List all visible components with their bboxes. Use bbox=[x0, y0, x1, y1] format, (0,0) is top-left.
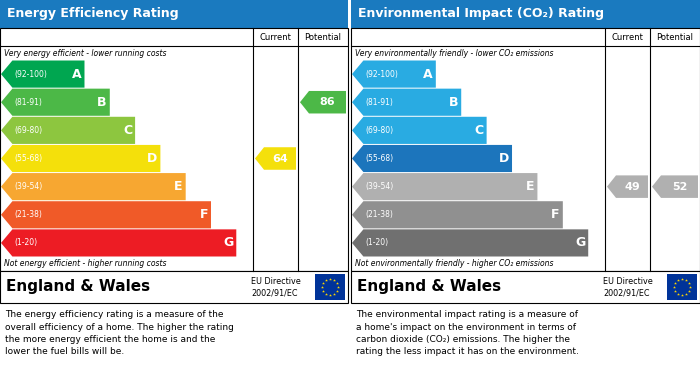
Text: (1-20): (1-20) bbox=[15, 239, 38, 248]
Text: C: C bbox=[475, 124, 484, 137]
Bar bbox=[351, 271, 700, 303]
Text: A: A bbox=[72, 68, 81, 81]
Polygon shape bbox=[1, 173, 186, 200]
Text: (55-68): (55-68) bbox=[365, 154, 393, 163]
Text: E: E bbox=[174, 180, 183, 193]
Polygon shape bbox=[1, 230, 237, 256]
Text: The energy efficiency rating is a measure of the
overall efficiency of a home. T: The energy efficiency rating is a measur… bbox=[5, 310, 234, 357]
Text: (1-20): (1-20) bbox=[365, 239, 389, 248]
Text: G: G bbox=[575, 237, 585, 249]
Text: Potential: Potential bbox=[657, 32, 694, 41]
Polygon shape bbox=[352, 230, 588, 256]
Polygon shape bbox=[1, 89, 110, 116]
Text: Environmental Impact (CO₂) Rating: Environmental Impact (CO₂) Rating bbox=[358, 7, 604, 20]
Polygon shape bbox=[352, 89, 461, 116]
Bar bbox=[315, 274, 345, 300]
Text: Not energy efficient - higher running costs: Not energy efficient - higher running co… bbox=[4, 260, 167, 269]
Text: EU Directive
2002/91/EC: EU Directive 2002/91/EC bbox=[251, 276, 301, 298]
Text: (69-80): (69-80) bbox=[365, 126, 393, 135]
Text: (55-68): (55-68) bbox=[15, 154, 43, 163]
Text: Very energy efficient - lower running costs: Very energy efficient - lower running co… bbox=[4, 48, 167, 57]
Text: D: D bbox=[499, 152, 509, 165]
Text: EU Directive
2002/91/EC: EU Directive 2002/91/EC bbox=[603, 276, 652, 298]
Text: 86: 86 bbox=[320, 97, 335, 107]
Bar bbox=[351, 0, 700, 28]
Text: Current: Current bbox=[260, 32, 291, 41]
Polygon shape bbox=[352, 117, 486, 144]
Text: (92-100): (92-100) bbox=[15, 70, 48, 79]
Text: B: B bbox=[97, 96, 107, 109]
Text: Very environmentally friendly - lower CO₂ emissions: Very environmentally friendly - lower CO… bbox=[355, 48, 554, 57]
Text: Current: Current bbox=[612, 32, 643, 41]
Text: (39-54): (39-54) bbox=[15, 182, 43, 191]
Text: (39-54): (39-54) bbox=[365, 182, 393, 191]
Text: B: B bbox=[449, 96, 458, 109]
Bar bbox=[0, 0, 348, 28]
Text: Potential: Potential bbox=[304, 32, 342, 41]
Polygon shape bbox=[1, 201, 211, 228]
Text: 49: 49 bbox=[624, 182, 640, 192]
Text: (21-38): (21-38) bbox=[15, 210, 42, 219]
Text: 52: 52 bbox=[672, 182, 687, 192]
Polygon shape bbox=[1, 117, 135, 144]
Bar bbox=[0, 271, 348, 303]
Text: G: G bbox=[223, 237, 233, 249]
Polygon shape bbox=[352, 145, 512, 172]
Text: England & Wales: England & Wales bbox=[6, 280, 150, 294]
Polygon shape bbox=[352, 61, 436, 88]
Polygon shape bbox=[1, 61, 85, 88]
Text: (81-91): (81-91) bbox=[365, 98, 393, 107]
Text: (92-100): (92-100) bbox=[365, 70, 398, 79]
Text: C: C bbox=[123, 124, 132, 137]
Text: The environmental impact rating is a measure of
a home's impact on the environme: The environmental impact rating is a mea… bbox=[356, 310, 579, 357]
Text: England & Wales: England & Wales bbox=[357, 280, 501, 294]
Text: (21-38): (21-38) bbox=[365, 210, 393, 219]
Text: Energy Efficiency Rating: Energy Efficiency Rating bbox=[7, 7, 178, 20]
Polygon shape bbox=[1, 145, 160, 172]
Bar bbox=[351, 28, 700, 271]
Polygon shape bbox=[300, 91, 346, 113]
Text: A: A bbox=[424, 68, 433, 81]
Bar bbox=[667, 274, 697, 300]
Text: F: F bbox=[199, 208, 208, 221]
Text: 64: 64 bbox=[272, 154, 288, 163]
Bar bbox=[0, 28, 348, 271]
Polygon shape bbox=[352, 201, 563, 228]
Polygon shape bbox=[607, 176, 648, 198]
Text: Not environmentally friendly - higher CO₂ emissions: Not environmentally friendly - higher CO… bbox=[355, 260, 554, 269]
Polygon shape bbox=[652, 176, 698, 198]
Text: E: E bbox=[526, 180, 534, 193]
Polygon shape bbox=[352, 173, 538, 200]
Text: (81-91): (81-91) bbox=[15, 98, 42, 107]
Text: D: D bbox=[147, 152, 158, 165]
Text: F: F bbox=[552, 208, 560, 221]
Polygon shape bbox=[255, 147, 296, 170]
Text: (69-80): (69-80) bbox=[15, 126, 43, 135]
